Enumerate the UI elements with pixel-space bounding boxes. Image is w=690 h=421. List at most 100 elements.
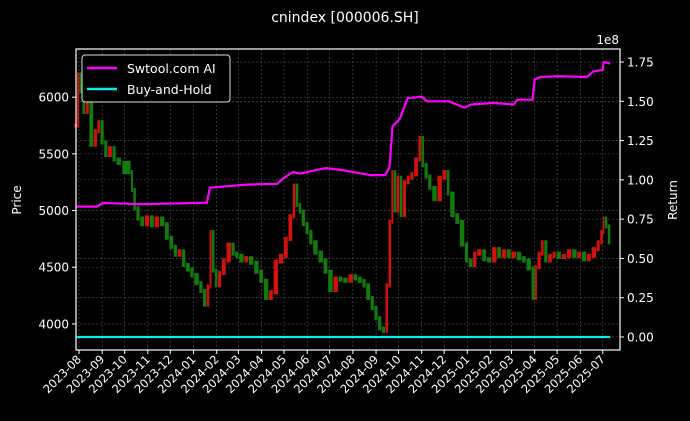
candle-down (544, 240, 548, 263)
candle-up (492, 247, 497, 263)
candle-up (561, 253, 567, 260)
candle-up (283, 236, 288, 258)
candle-down (100, 120, 104, 145)
candle-down (486, 257, 492, 263)
legend-box (81, 54, 231, 103)
left-y-tick-label: 6000 (38, 91, 69, 105)
candle-down (374, 306, 378, 321)
candle-up (577, 251, 582, 258)
right-y-tick-label: 1.75 (627, 56, 654, 70)
candle-down (112, 146, 116, 162)
candle-up (535, 265, 537, 300)
candle-down (298, 202, 302, 214)
candle-up (206, 284, 210, 307)
candle-down (358, 276, 362, 283)
candle-up (596, 240, 600, 252)
candle-up (552, 251, 556, 258)
candle-down (116, 157, 121, 165)
grid (76, 49, 620, 350)
right-y-tick-label: 0.00 (627, 330, 654, 344)
candle-up (406, 175, 410, 185)
candle-up (97, 120, 100, 134)
candle-down (381, 326, 386, 333)
candle-down (526, 258, 531, 271)
candle-down (185, 262, 190, 272)
legend-label-strategy: Swtool.com AI (127, 61, 216, 76)
candle-down (259, 269, 264, 283)
left-y-axis: 4000 4500 5000 5500 6000 (38, 91, 76, 331)
candle-down (464, 242, 469, 263)
candle-down (301, 209, 305, 227)
candle-up (244, 256, 249, 263)
candle-up (602, 216, 605, 235)
candle-down (182, 249, 186, 267)
candle-up (77, 72, 79, 128)
candle-down (79, 72, 82, 94)
candle-down (328, 269, 333, 292)
candle-down (323, 258, 328, 274)
price-candles (74, 72, 611, 333)
return-lines (76, 60, 611, 339)
candle-up (501, 249, 507, 258)
candle-down (604, 216, 608, 229)
candle-down (254, 260, 259, 274)
right-y-tick-label: 1.00 (627, 173, 654, 187)
left-y-tick-label: 5500 (38, 147, 69, 161)
candle-up (273, 259, 279, 295)
left-y-tick-label: 5000 (38, 204, 69, 218)
candle-up (388, 219, 392, 288)
candle-down (393, 170, 397, 213)
candle-down (194, 273, 199, 286)
candle-down (424, 163, 428, 179)
left-axis-label: Price (10, 185, 24, 214)
candle-down (482, 249, 487, 262)
right-y-tick-label: 1.25 (627, 134, 654, 148)
candle-down (459, 219, 465, 247)
plot-frame (75, 48, 621, 351)
candle-down (295, 183, 299, 207)
right-axis-offset-text: 1e8 (596, 33, 619, 47)
candle-down (497, 247, 502, 258)
candle-down (506, 249, 511, 258)
candle-down (263, 278, 269, 300)
right-y-tick-label: 0.75 (627, 213, 654, 227)
candle-up (292, 183, 296, 219)
candle-down (104, 140, 108, 158)
candle-down (521, 256, 526, 263)
candle-down (343, 277, 348, 283)
candle-down (450, 191, 455, 218)
candle-down (140, 216, 145, 227)
candle-down (572, 249, 577, 258)
candle-down (248, 256, 254, 265)
candle-down (169, 235, 174, 249)
candle-down (318, 250, 323, 263)
candle-up (226, 242, 231, 263)
candle-down (581, 251, 587, 262)
candle-down (399, 175, 403, 218)
candle-up (268, 290, 273, 300)
candle-down (428, 174, 432, 190)
candle-down (133, 188, 136, 211)
candle-down (164, 222, 169, 240)
candle-up (177, 249, 182, 257)
candle-up (108, 146, 112, 158)
legend: Swtool.com AI Buy-and-Hold (81, 54, 231, 103)
candle-down (516, 251, 522, 261)
candle-down (607, 224, 611, 245)
candle-up (402, 180, 406, 218)
candle-up (85, 100, 89, 114)
candle-up (600, 230, 603, 245)
candle-up (566, 249, 572, 258)
candle-down (214, 268, 218, 288)
candle-down (362, 278, 366, 288)
candle-up (391, 170, 394, 224)
candle-up (209, 230, 212, 289)
candle-down (455, 213, 460, 224)
candle-down (309, 230, 313, 245)
candle-up (410, 172, 414, 180)
candle-down (305, 222, 309, 235)
right-y-axis: 0.00 0.25 0.50 0.75 1.00 1.25 1.50 1.75 (620, 56, 654, 344)
candle-down (531, 266, 535, 300)
candle-down (338, 276, 343, 282)
